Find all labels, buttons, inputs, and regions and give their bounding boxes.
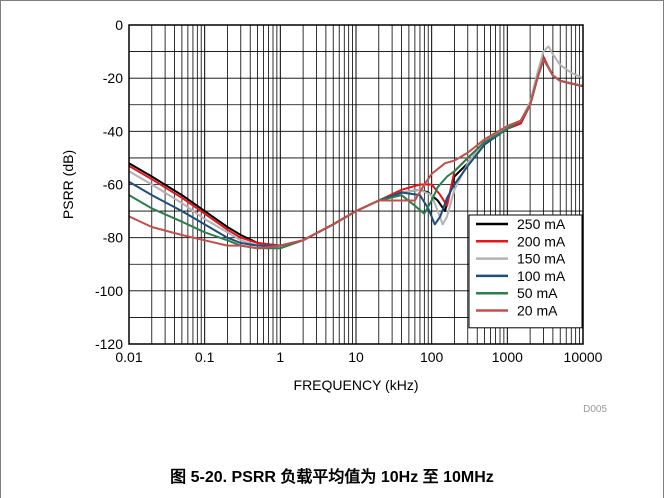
series-group <box>128 45 584 250</box>
psrr-chart: 0.01 0.1 1 10 100 1000 10000 0 -20 -40 -60 -80 -100… <box>60 17 607 415</box>
x-tick-label: 0.1 <box>195 349 215 365</box>
plot-border <box>128 24 584 345</box>
y-axis-label: PSRR (dB) <box>60 150 76 219</box>
y-tick-label: 0 <box>115 17 123 33</box>
y-tick-label: -40 <box>103 123 123 139</box>
x-tick-label: 1000 <box>492 349 523 365</box>
x-axis-label: FREQUENCY (kHz) <box>294 377 419 393</box>
x-tick-label: 0.01 <box>115 349 142 365</box>
y-tick-label: -80 <box>103 230 123 246</box>
x-tick-label: 10000 <box>564 349 603 365</box>
x-tick-label: 100 <box>420 349 444 365</box>
figure-id: D005 <box>583 404 607 415</box>
x-tick-label: 1 <box>276 349 284 365</box>
legend-label-3: 100 mA <box>517 268 566 284</box>
legend-label-1: 200 mA <box>517 233 566 249</box>
x-tick-label: 10 <box>348 349 364 365</box>
legend-label-5: 20 mA <box>517 303 558 319</box>
legend-label-2: 150 mA <box>517 251 566 267</box>
y-tick-label: -60 <box>103 177 123 193</box>
x-tick-labels: 0.01 0.1 1 10 100 1000 10000 <box>115 349 602 365</box>
series-line-2 <box>128 45 584 247</box>
legend-label-4: 50 mA <box>517 285 558 301</box>
legend-box <box>468 214 583 329</box>
y-tick-labels: 0 -20 -40 -60 -80 -100 -120 <box>95 17 123 352</box>
figure-caption: 图 5-20. PSRR 负载平均值为 10Hz 至 10MHz <box>170 469 494 486</box>
y-tick-label: -20 <box>103 70 123 86</box>
y-tick-label: -100 <box>95 283 123 299</box>
y-tick-label: -120 <box>95 336 123 352</box>
series-line-5 <box>128 58 584 250</box>
legend-label-0: 250 mA <box>517 216 566 232</box>
